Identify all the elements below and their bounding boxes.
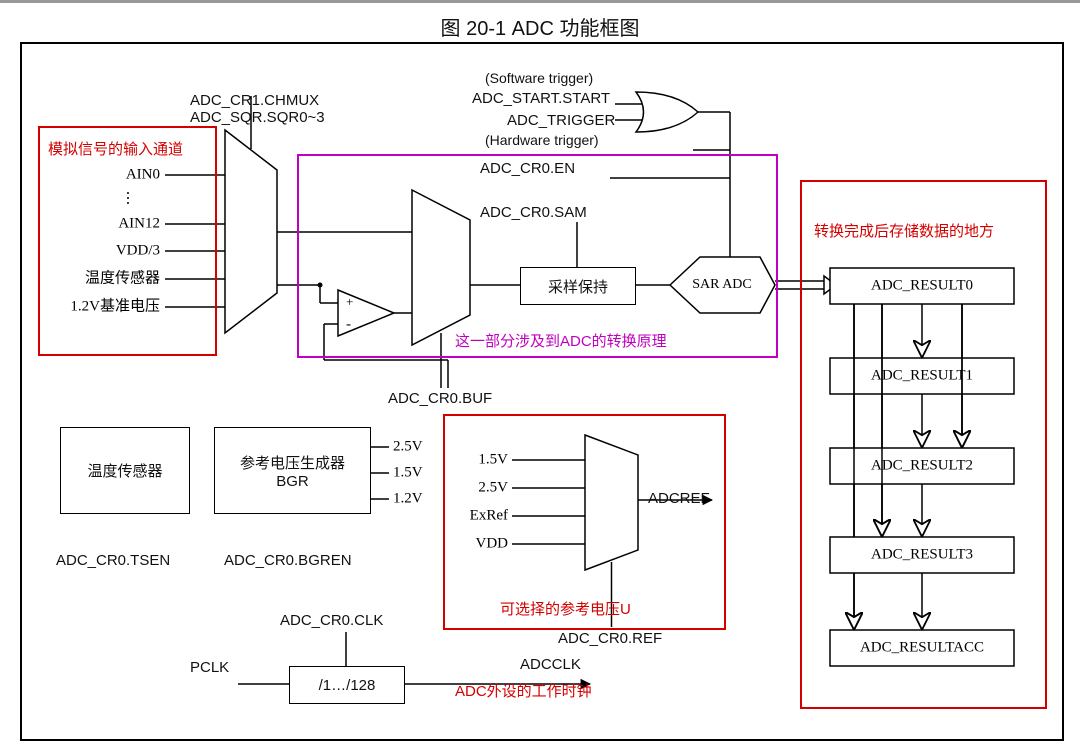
input-channel-box [38,126,217,356]
ref-caption: 可选择的参考电压U [500,598,631,619]
en-label: ADC_CR0.EN [480,160,575,177]
clk-note: ADC外设的工作时钟 [455,680,592,701]
adc-core-box [297,154,778,358]
results-box [800,180,1047,709]
pclk-label: PCLK [190,659,229,676]
sam-label: ADC_CR0.SAM [480,204,587,221]
mux1-config-label: ADC_CR1.CHMUX ADC_SQR.SQR0~3 [190,92,325,126]
trigger-hard: (Hardware trigger) [485,132,599,148]
core-note: 这一部分涉及到ADC的转换原理 [455,330,667,351]
tsen-reg: ADC_CR0.TSEN [56,552,170,569]
input-channel-caption: 模拟信号的输入通道 [48,138,183,159]
trigger-start: ADC_START.START [472,90,610,107]
ref-out-label: ADCREF [648,490,710,507]
clk-div-box: /1…/128 [289,666,405,704]
trigger-soft: (Software trigger) [485,70,593,86]
sample-hold-box: 采样保持 [520,267,636,305]
ref-reg: ADC_CR0.REF [558,630,662,647]
adcclk-label: ADCCLK [520,656,581,673]
trigger-trig: ADC_TRIGGER [507,112,615,129]
clk-cfg: ADC_CR0.CLK [280,612,383,629]
bgr-box: 参考电压生成器 BGR [214,427,371,514]
buf-label: ADC_CR0.BUF [388,390,492,407]
tsen-box: 温度传感器 [60,427,190,514]
figure-title: 图 20-1 ADC 功能框图 [0,12,1080,41]
bgr-reg: ADC_CR0.BGREN [224,552,352,569]
results-caption: 转换完成后存储数据的地方 [814,220,994,241]
